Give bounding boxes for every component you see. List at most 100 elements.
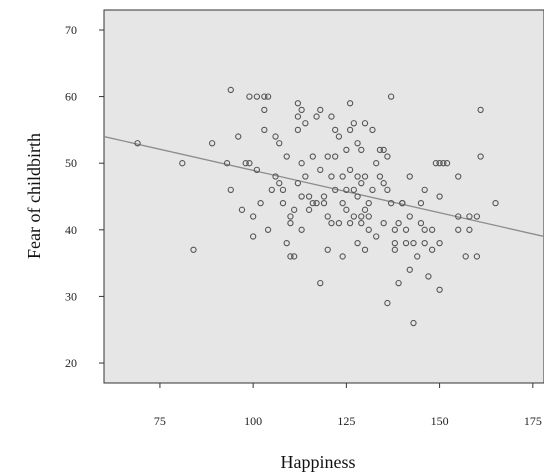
data-point bbox=[406, 266, 413, 273]
data-point bbox=[402, 226, 410, 233]
data-point bbox=[477, 106, 484, 114]
data-point bbox=[358, 219, 365, 227]
data-point bbox=[305, 206, 313, 213]
data-point bbox=[339, 253, 346, 260]
data-point bbox=[380, 146, 387, 154]
data-point bbox=[317, 106, 324, 114]
data-point bbox=[339, 173, 346, 180]
data-point bbox=[432, 160, 440, 167]
data-point bbox=[227, 186, 234, 193]
y-tick-label: 50 bbox=[65, 156, 77, 170]
data-point bbox=[421, 186, 428, 193]
data-point bbox=[332, 153, 339, 160]
data-point bbox=[309, 153, 316, 160]
data-point bbox=[324, 246, 331, 253]
data-point bbox=[466, 213, 473, 220]
data-point bbox=[428, 226, 436, 233]
data-point bbox=[283, 153, 290, 160]
fit-line bbox=[104, 135, 544, 238]
data-point bbox=[261, 93, 268, 100]
data-point bbox=[406, 173, 413, 180]
data-point bbox=[246, 160, 253, 167]
x-tick-label: 100 bbox=[244, 414, 262, 428]
data-point bbox=[246, 93, 253, 100]
data-point bbox=[343, 186, 350, 193]
data-point bbox=[335, 219, 343, 227]
data-point bbox=[279, 200, 287, 207]
data-point bbox=[361, 120, 369, 127]
data-point bbox=[462, 253, 469, 260]
data-point bbox=[343, 146, 350, 154]
data-point bbox=[428, 246, 436, 253]
data-point bbox=[466, 226, 473, 233]
data-point bbox=[242, 160, 249, 167]
data-point bbox=[287, 213, 294, 220]
data-point bbox=[283, 239, 290, 247]
data-point bbox=[473, 213, 481, 220]
data-point bbox=[361, 246, 369, 253]
plot-area bbox=[103, 9, 544, 384]
y-axis-title: Fear of childbirth bbox=[24, 133, 44, 259]
data-point bbox=[261, 126, 268, 134]
data-point bbox=[302, 120, 309, 127]
data-point bbox=[298, 106, 305, 114]
data-point bbox=[298, 160, 305, 167]
data-point bbox=[302, 173, 309, 180]
data-point bbox=[369, 186, 376, 193]
data-point bbox=[354, 239, 361, 247]
data-point bbox=[358, 180, 365, 187]
data-point bbox=[455, 226, 462, 233]
data-point bbox=[365, 200, 372, 207]
data-point bbox=[376, 173, 384, 180]
data-point bbox=[208, 140, 216, 147]
data-point bbox=[261, 106, 268, 114]
data-point bbox=[227, 86, 234, 94]
data-point bbox=[436, 239, 443, 247]
data-point bbox=[373, 233, 380, 240]
data-point bbox=[473, 253, 481, 260]
data-point bbox=[436, 286, 443, 293]
data-point bbox=[361, 206, 369, 213]
data-point bbox=[339, 200, 346, 207]
data-point bbox=[328, 113, 335, 120]
data-point bbox=[294, 180, 302, 187]
data-point bbox=[365, 226, 372, 233]
data-point bbox=[350, 120, 357, 127]
data-point bbox=[391, 246, 398, 253]
data-point bbox=[391, 226, 398, 233]
data-point bbox=[320, 193, 328, 200]
data-point bbox=[305, 193, 313, 200]
data-point bbox=[250, 213, 257, 220]
data-point bbox=[223, 160, 231, 167]
data-point bbox=[276, 140, 283, 147]
data-point bbox=[298, 193, 305, 200]
data-point bbox=[425, 273, 432, 280]
data-point bbox=[253, 93, 261, 100]
data-point bbox=[294, 126, 302, 134]
data-point bbox=[455, 213, 462, 220]
data-point bbox=[399, 200, 406, 207]
data-point bbox=[324, 153, 331, 160]
data-point bbox=[358, 146, 365, 154]
data-point bbox=[387, 93, 395, 100]
data-point bbox=[257, 200, 264, 207]
data-point bbox=[440, 160, 447, 167]
data-point bbox=[294, 100, 302, 107]
data-point bbox=[391, 239, 398, 247]
data-point bbox=[421, 239, 428, 247]
data-point bbox=[272, 133, 279, 140]
data-point bbox=[436, 160, 443, 167]
y-tick-label: 20 bbox=[65, 356, 77, 370]
data-point bbox=[317, 166, 324, 174]
data-point bbox=[369, 126, 376, 134]
data-point bbox=[272, 173, 279, 180]
data-point bbox=[492, 200, 499, 207]
data-point bbox=[235, 133, 242, 140]
data-point bbox=[354, 173, 361, 180]
data-point bbox=[395, 219, 402, 227]
data-point bbox=[384, 186, 391, 193]
x-tick-label: 175 bbox=[524, 414, 542, 428]
data-point bbox=[332, 186, 339, 193]
data-point bbox=[414, 253, 421, 260]
